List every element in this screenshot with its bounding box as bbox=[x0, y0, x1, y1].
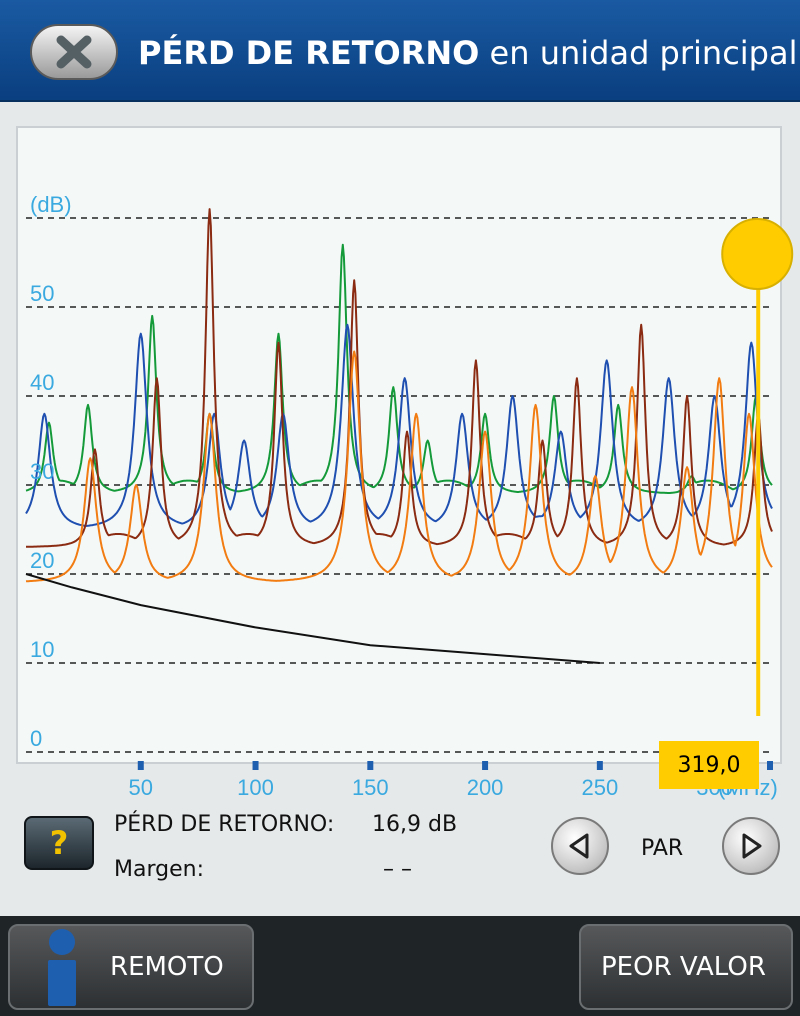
help-button[interactable]: ? bbox=[24, 816, 94, 870]
page-title-sub: en unidad principal bbox=[479, 34, 798, 72]
close-button[interactable] bbox=[30, 24, 118, 80]
triangle-left-icon bbox=[569, 833, 589, 859]
series-line-orange bbox=[25, 350, 773, 583]
y-tick-label: 10 bbox=[30, 637, 54, 662]
y-axis-label: (dB) bbox=[30, 192, 72, 217]
x-tick-mark bbox=[137, 761, 144, 770]
y-tick-label: 50 bbox=[30, 281, 54, 306]
x-tick-mark bbox=[252, 761, 259, 770]
previous-pair-button[interactable] bbox=[551, 817, 609, 875]
return-loss-value: 16,9 dB bbox=[372, 812, 458, 837]
limit-line bbox=[25, 573, 600, 664]
x-tick-mark bbox=[482, 761, 489, 770]
worst-value-button[interactable]: PEOR VALOR bbox=[579, 924, 793, 1010]
x-tick-label: 150 bbox=[352, 775, 389, 800]
next-pair-button[interactable] bbox=[722, 817, 780, 875]
cursor-handle[interactable] bbox=[721, 218, 794, 290]
page-title: PÉRD DE RETORNO en unidad principal bbox=[138, 28, 797, 78]
cursor-frequency-label[interactable]: 319,0 bbox=[659, 741, 759, 789]
y-tick-label: 20 bbox=[30, 548, 54, 573]
series-line-brown bbox=[26, 208, 773, 548]
help-icon: ? bbox=[49, 824, 69, 862]
pair-label: PAR bbox=[641, 836, 684, 861]
page-title-main: PÉRD DE RETORNO bbox=[138, 34, 480, 72]
y-tick-label: 30 bbox=[30, 459, 54, 484]
x-tick-mark bbox=[596, 761, 603, 770]
x-tick-label: 50 bbox=[129, 775, 153, 800]
margin-label: Margen: bbox=[114, 857, 204, 882]
header-bar: PÉRD DE RETORNO en unidad principal bbox=[0, 0, 800, 102]
x-tick-label: 100 bbox=[237, 775, 274, 800]
worst-value-label: PEOR VALOR bbox=[601, 952, 766, 982]
x-tick-label: 200 bbox=[467, 775, 504, 800]
x-tick-label: 250 bbox=[581, 775, 618, 800]
y-tick-label: 40 bbox=[30, 370, 54, 395]
remote-button[interactable]: REMOTO bbox=[8, 924, 254, 1010]
triangle-right-icon bbox=[742, 833, 762, 859]
remote-button-label: REMOTO bbox=[110, 952, 224, 982]
return-loss-label: PÉRD DE RETORNO: bbox=[114, 812, 335, 837]
x-tick-mark bbox=[767, 761, 773, 770]
margin-value: – – bbox=[383, 857, 412, 882]
info-icon bbox=[48, 929, 76, 1006]
y-tick-label: 0 bbox=[30, 726, 42, 751]
series-line-blue bbox=[25, 323, 773, 527]
close-x-icon bbox=[56, 35, 92, 69]
x-tick-mark bbox=[367, 761, 374, 770]
